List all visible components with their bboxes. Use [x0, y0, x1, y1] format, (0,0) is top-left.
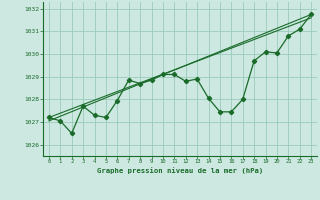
X-axis label: Graphe pression niveau de la mer (hPa): Graphe pression niveau de la mer (hPa): [97, 167, 263, 174]
